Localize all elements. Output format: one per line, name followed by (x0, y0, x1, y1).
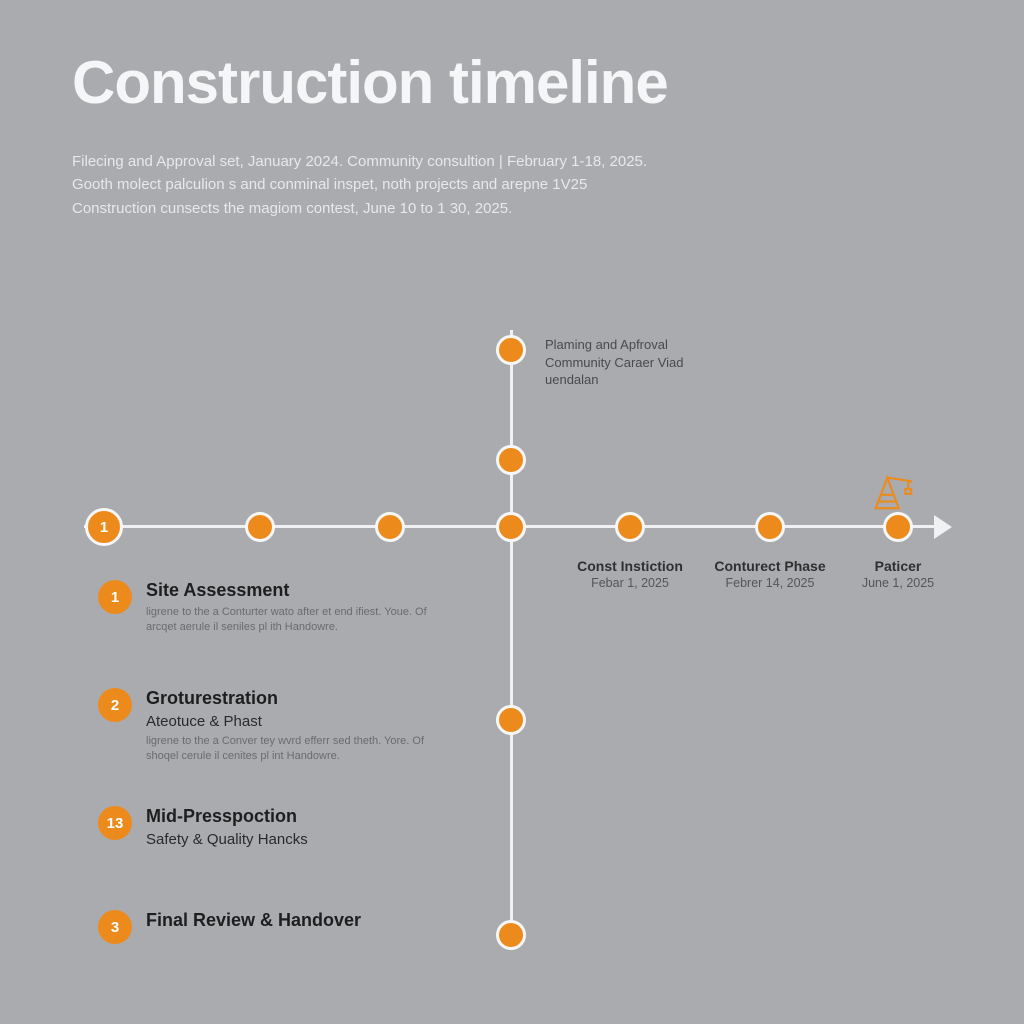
milestone-date: June 1, 2025 (828, 576, 968, 590)
timeline-node (496, 335, 526, 365)
intro-paragraph: Filecing and Approval set, January 2024.… (72, 150, 872, 220)
timeline-node: 1 (85, 508, 123, 546)
stage-description: ligrene to the a Conver tey wvrd efferr … (146, 734, 428, 764)
timeline-node (496, 705, 526, 735)
stage-subtitle: Safety & Quality Hancks (146, 831, 428, 848)
stage-card: 2 Groturestration Ateotuce & Phast ligrene … (98, 688, 428, 764)
stage-description: ligrene to the a Conturter wato after et… (146, 605, 428, 635)
stage-badge: 13 (98, 806, 132, 840)
timeline-node (496, 445, 526, 475)
axis-arrow-icon (934, 515, 952, 539)
stage-title: Final Review & Handover (146, 910, 428, 931)
crane-icon (870, 468, 916, 514)
stage-card: 1 Site Assessment ligrene to the a Conturt… (98, 580, 428, 635)
stage-body: Final Review & Handover (146, 910, 428, 931)
milestone: Paticer June 1, 2025 (828, 558, 968, 590)
milestone-title: Paticer (828, 558, 968, 574)
timeline-node (245, 512, 275, 542)
page-title: Construction timeline (72, 48, 668, 117)
phase-note-line-1: Plaming and Apfroval (545, 336, 765, 354)
stage-body: Groturestration Ateotuce & Phast ligrene t… (146, 688, 428, 764)
timeline-node (615, 512, 645, 542)
milestone: Const Instiction Febar 1, 2025 (560, 558, 700, 590)
stage-title: Groturestration (146, 688, 428, 709)
stage-badge: 1 (98, 580, 132, 614)
timeline-node (883, 512, 913, 542)
stage-card: 13 Mid-Presspoction Safety & Quality Hanck… (98, 806, 428, 848)
stage-subtitle: Ateotuce & Phast (146, 713, 428, 730)
milestone-date: Febrer 14, 2025 (700, 576, 840, 590)
intro-line-3: Construction cunsects the magiom contest… (72, 197, 872, 220)
milestone-title: Conturect Phase (700, 558, 840, 574)
timeline-node (755, 512, 785, 542)
intro-line-1: Filecing and Approval set, January 2024.… (72, 150, 872, 173)
milestone-date: Febar 1, 2025 (560, 576, 700, 590)
intro-line-2: Gooth molect palculion s and conminal in… (72, 173, 872, 196)
phase-note: Plaming and Apfroval Community Caraer Vi… (545, 336, 765, 389)
stage-badge: 2 (98, 688, 132, 722)
milestone-title: Const Instiction (560, 558, 700, 574)
stage-card: 3Final Review & Handover (98, 910, 428, 931)
phase-note-line-2: Community Caraer Viad (545, 354, 765, 372)
vertical-axis (510, 330, 513, 950)
stage-body: Site Assessment ligrene to the a Conturte… (146, 580, 428, 635)
timeline-node (375, 512, 405, 542)
stage-badge: 3 (98, 910, 132, 944)
timeline-node (496, 512, 526, 542)
stage-title: Site Assessment (146, 580, 428, 601)
phase-note-line-3: uendalan (545, 371, 765, 389)
milestone: Conturect Phase Febrer 14, 2025 (700, 558, 840, 590)
stage-title: Mid-Presspoction (146, 806, 428, 827)
timeline-node (496, 920, 526, 950)
stage-body: Mid-Presspoction Safety & Quality Hancks (146, 806, 428, 848)
